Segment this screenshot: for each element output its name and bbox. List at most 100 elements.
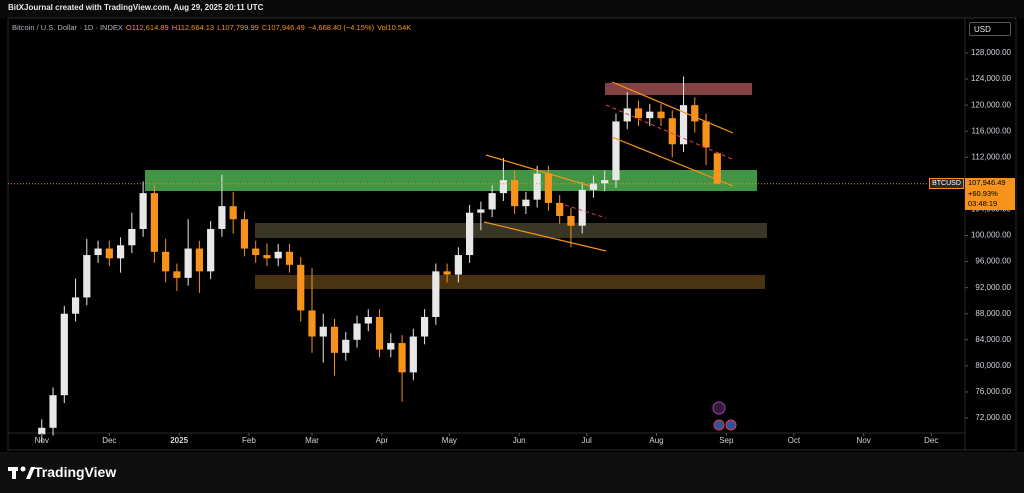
candle-body [285,251,294,265]
x-tick-label: Aug [649,436,663,445]
y-tick-label: 92,000.00 [975,283,1011,292]
candle-body [297,264,305,311]
x-tick-label: Jun [513,436,526,445]
x-tick-label: May [442,436,457,445]
y-tick-label: 124,000.00 [971,74,1012,83]
projection-line [605,104,733,160]
candle-body [612,121,620,181]
demand-zone [255,223,767,238]
candle-body [364,316,372,324]
currency-button[interactable]: USD [969,22,1011,36]
candle-body [668,118,676,145]
x-tick-label: Oct [788,436,801,445]
legend-value: −4,668.40 (−4.15%) [307,23,375,32]
candle-body [556,202,564,216]
candle-body [387,343,395,350]
candle-body [184,248,192,278]
trend-line [485,154,591,187]
x-tick-label: Mar [305,436,319,445]
candle-body [420,316,429,337]
candle-body [229,206,237,220]
candle-body [94,248,102,256]
candle-body [375,316,384,350]
y-tick-label: 96,000.00 [975,257,1011,266]
candle-body [218,206,226,229]
y-tick-label: 116,000.00 [972,126,1012,135]
candle-body [499,180,507,194]
candle-body [252,248,260,256]
candle-body [173,271,181,278]
y-tick-label: 128,000.00 [971,48,1012,57]
ticker-tag: BTCUSD [929,178,964,189]
legend-value: H112,664.13 [171,23,215,32]
price-tag: 107,946.49 +60.93% 03:48:19 [965,178,1015,210]
candle-body [398,343,406,373]
candle-body [713,153,721,184]
event-icon [725,419,737,431]
x-tick-label: Apr [376,436,389,445]
countdown: 03:48:19 [968,199,998,208]
candle-body [432,271,440,317]
y-tick-label: 120,000.00 [971,100,1012,109]
candle-body [533,173,541,200]
y-tick-label: 76,000.00 [975,387,1011,396]
candle-body [544,173,553,203]
change: +60.93% [968,188,998,198]
y-tick-label: 88,000.00 [975,309,1011,318]
event-icon [713,419,725,431]
candle-body [139,193,147,229]
symbol: Bitcoin / U.S. Dollar · 1D · INDEX [12,23,123,32]
x-tick-label: Sep [719,436,734,445]
candle-body [274,251,282,259]
y-tick-label: 100,000.00 [971,231,1012,240]
x-tick-label: 2025 [170,436,188,445]
candle-body [409,336,417,373]
legend-value: L107,799.99 [217,23,259,32]
candle-body [150,193,158,252]
candle-body [38,427,46,435]
logo [8,466,35,479]
legend: Bitcoin / U.S. Dollar · 1D · INDEX O112,6… [12,23,411,32]
projection-line [564,204,607,219]
candle-body [623,108,631,122]
candle-body [657,111,665,119]
candle-body [443,271,451,275]
candle-body [105,248,113,259]
header-text: BitXJournal created with TradingView.com… [8,3,264,12]
header-bar [0,0,1024,18]
candle-body [634,108,643,119]
trend-line [611,136,734,187]
y-tick-label: 80,000.00 [975,361,1011,370]
brand: TradingView [34,464,117,480]
support-zone [145,170,757,191]
candle-body [567,215,575,226]
y-tick-label: 112,000.00 [972,152,1012,161]
x-tick-label: Dec [924,436,938,445]
candle-body [477,209,485,213]
candle-body [319,326,327,337]
legend-value: Vol10.54K [377,23,412,32]
candle-body [240,219,249,249]
candle-body [353,323,361,340]
candle-body [60,313,68,396]
footer-bar [0,452,1024,493]
candle-body [589,183,598,190]
legend-value: O112,614.89 [125,23,169,32]
legend-value: C107,946.49 [261,23,305,32]
time-axis [7,432,966,451]
candle-body [162,251,170,272]
event-icon [712,401,726,415]
candle-body [71,297,80,314]
price-axis [964,17,1017,451]
x-tick-label: Dec [102,436,116,445]
candle-body [691,105,699,122]
candle-body [330,326,339,353]
candle-body [679,105,688,145]
candle-body [49,395,57,428]
price: 107,946.49 [968,178,1006,187]
candle-body [83,255,91,298]
x-tick-label: Nov [35,436,49,445]
candle-body [702,121,710,148]
